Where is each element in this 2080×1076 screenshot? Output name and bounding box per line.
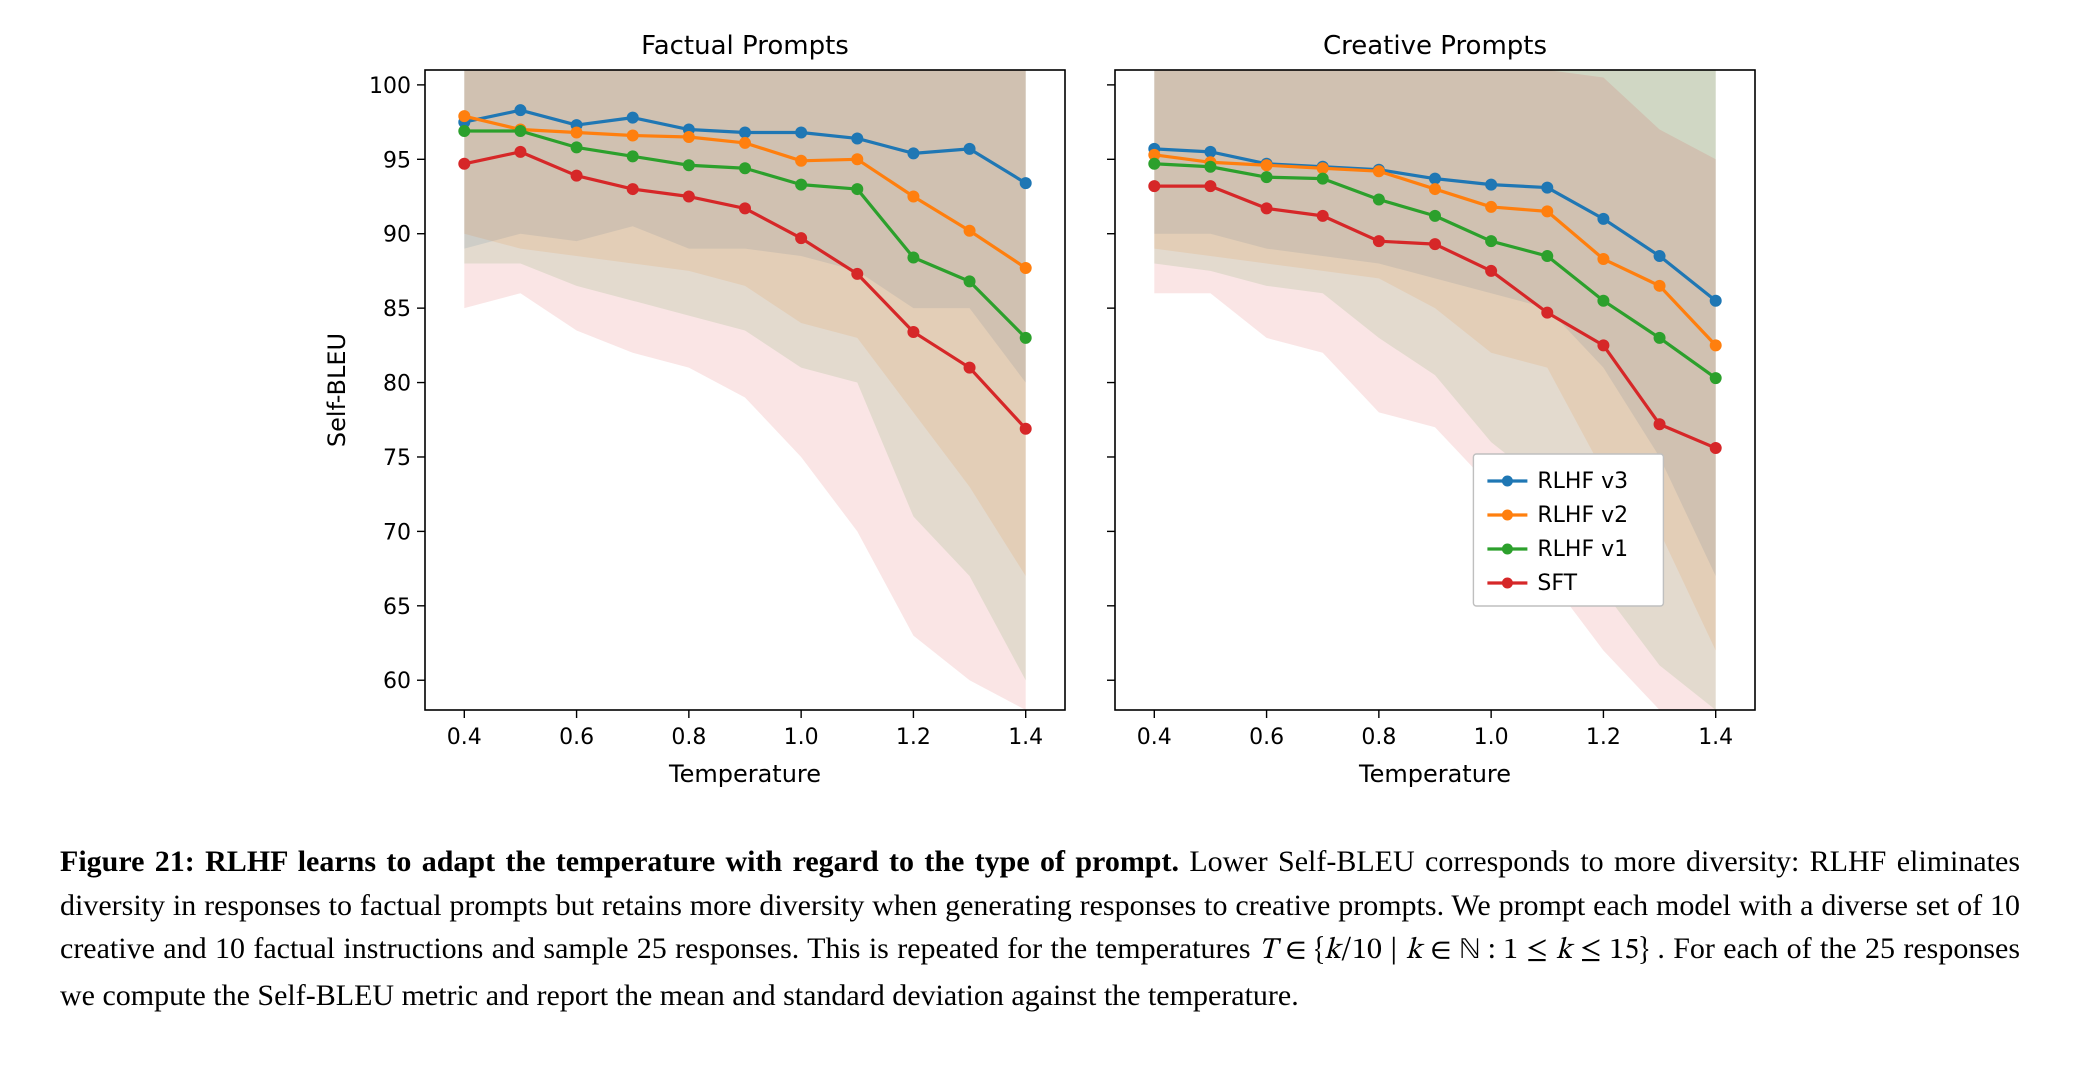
svg-text:90: 90: [383, 223, 411, 248]
svg-text:Creative Prompts: Creative Prompts: [1323, 31, 1547, 61]
svg-text:0.8: 0.8: [1361, 725, 1396, 750]
caption-bold: RLHF learns to adapt the temperature wit…: [205, 845, 1179, 878]
svg-text:1.2: 1.2: [1586, 725, 1621, 750]
page: 0.4 0.6 0.8 1.0 1.2 1.4 60 65 70 75 80 85 90 95 100 Fac…: [0, 0, 2080, 1057]
svg-text:RLHF v1: RLHF v1: [1537, 537, 1628, 562]
svg-text:1.0: 1.0: [784, 725, 819, 750]
chart-creative: 0.4 0.6 0.8 1.0 1.2 1.4 Creative Prompts Temper…: [1085, 20, 1775, 800]
svg-text:85: 85: [383, 297, 411, 322]
svg-text:1.4: 1.4: [1698, 725, 1733, 750]
caption-label: Figure 21:: [60, 845, 195, 878]
svg-text:Temperature: Temperature: [1358, 760, 1511, 788]
svg-text:80: 80: [383, 372, 411, 397]
svg-text:0.6: 0.6: [559, 725, 594, 750]
svg-text:0.6: 0.6: [1249, 725, 1284, 750]
svg-text:1.2: 1.2: [896, 725, 931, 750]
svg-text:70: 70: [383, 520, 411, 545]
svg-text:0.4: 0.4: [1137, 725, 1172, 750]
svg-text:Self-BLEU: Self-BLEU: [323, 333, 351, 447]
svg-text:100: 100: [369, 74, 411, 99]
svg-text:0.4: 0.4: [447, 725, 482, 750]
svg-text:65: 65: [383, 595, 411, 620]
svg-text:1.0: 1.0: [1474, 725, 1509, 750]
charts-row: 0.4 0.6 0.8 1.0 1.2 1.4 60 65 70 75 80 85 90 95 100 Fac…: [60, 20, 2020, 800]
svg-text:60: 60: [383, 669, 411, 694]
svg-text:Temperature: Temperature: [668, 760, 821, 788]
svg-text:RLHF v3: RLHF v3: [1537, 469, 1628, 494]
svg-text:RLHF v2: RLHF v2: [1537, 503, 1628, 528]
svg-text:SFT: SFT: [1537, 571, 1577, 596]
svg-text:75: 75: [383, 446, 411, 471]
chart-factual: 0.4 0.6 0.8 1.0 1.2 1.4 60 65 70 75 80 85 90 95 100 Fac…: [305, 20, 1085, 800]
svg-text:95: 95: [383, 148, 411, 173]
figure-caption: Figure 21: RLHF learns to adapt the temp…: [60, 840, 2020, 1017]
svg-text:0.8: 0.8: [671, 725, 706, 750]
svg-text:Factual Prompts: Factual Prompts: [641, 31, 849, 61]
caption-math: T ∈ {k/10 | k ∈ ℕ : 1 ≤ k ≤ 15}: [1259, 936, 1649, 966]
svg-text:1.4: 1.4: [1008, 725, 1043, 750]
